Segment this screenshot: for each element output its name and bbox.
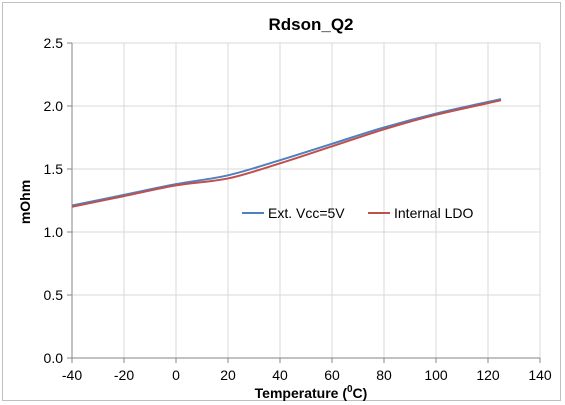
- y-tick-label: 0.0: [44, 350, 64, 366]
- x-tick-label: 120: [476, 367, 500, 383]
- y-tick-label: 1.5: [44, 161, 64, 177]
- legend: Ext. Vcc=5V Internal LDO: [242, 205, 473, 221]
- x-tick-label: 140: [528, 367, 552, 383]
- series-lines: [71, 98, 502, 208]
- x-tick-label: -20: [114, 367, 134, 383]
- series-line-internal-ldo: [71, 99, 502, 208]
- x-tick-label: 60: [324, 367, 340, 383]
- series-line-ext-vcc-5v: [71, 98, 502, 207]
- x-axis-title-end: C): [353, 385, 368, 401]
- y-tick-label: 2.5: [44, 35, 64, 51]
- x-tick-label: 80: [376, 367, 392, 383]
- x-tick-label: 0: [172, 367, 180, 383]
- y-tick-label: 0.5: [44, 287, 64, 303]
- grid-lines: [72, 42, 541, 358]
- x-axis-title: Temperature (0C): [255, 384, 368, 401]
- y-axis-title: mOhm: [17, 180, 33, 224]
- x-tick-label: 20: [220, 367, 236, 383]
- axes: [67, 42, 541, 363]
- x-tick-label: -40: [62, 367, 82, 383]
- y-tick-label: 2.0: [44, 98, 64, 114]
- x-tick-label: 40: [272, 367, 288, 383]
- legend-label: Internal LDO: [394, 205, 473, 221]
- x-axis-title-main: Temperature (: [255, 385, 348, 401]
- y-tick-label: 1.0: [44, 224, 64, 240]
- legend-label: Ext. Vcc=5V: [268, 205, 345, 221]
- x-tick-labels: -40 -20 0 20 40 60 80 100 120 140: [62, 367, 552, 383]
- x-axis-title-superscript: 0: [347, 384, 353, 395]
- x-tick-label: 100: [424, 367, 448, 383]
- y-tick-labels: 0.0 0.5 1.0 1.5 2.0 2.5: [44, 35, 64, 366]
- chart-title: Rdson_Q2: [268, 15, 353, 34]
